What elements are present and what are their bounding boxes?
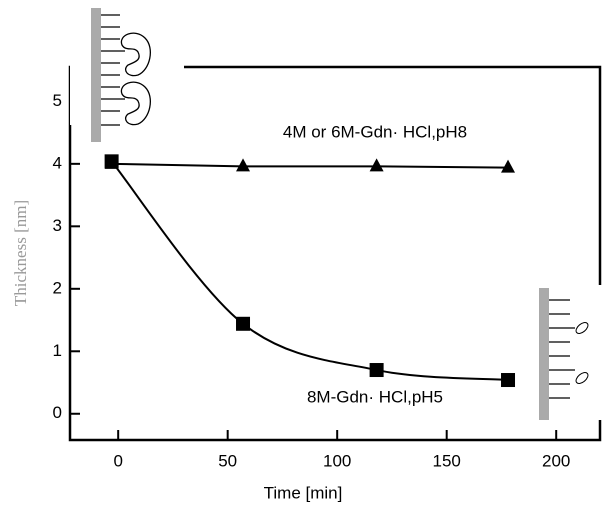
x-tick-label: 0 xyxy=(113,451,122,470)
square-marker xyxy=(369,363,384,378)
y-tick-label: 1 xyxy=(53,341,62,360)
triangle-marker xyxy=(104,155,119,169)
annotation: 8M-Gdn· HCl,pH5 xyxy=(307,387,443,406)
triangle-marker xyxy=(236,158,251,172)
triangle-marker xyxy=(369,158,384,172)
y-tick-label: 0 xyxy=(53,403,62,422)
x-axis-label: Time [min] xyxy=(264,483,343,502)
series-line xyxy=(110,160,509,382)
square-marker xyxy=(236,316,251,331)
surface-illustration-folded xyxy=(70,0,184,142)
triangle-marker xyxy=(501,159,516,173)
plot-layer xyxy=(70,100,558,440)
surface-illustration-unfolded xyxy=(530,285,606,420)
x-tick-label: 200 xyxy=(542,451,570,470)
y-tick-label: 3 xyxy=(53,216,62,235)
annotation: 4M or 6M-Gdn· HCl,pH8 xyxy=(283,122,467,141)
x-tick-label: 150 xyxy=(433,451,461,470)
series-line xyxy=(111,162,509,169)
y-tick-label: 4 xyxy=(53,153,62,172)
y-tick-label: 5 xyxy=(53,91,62,110)
square-marker xyxy=(501,373,516,388)
plot-frame xyxy=(68,65,602,442)
x-tick-label: 100 xyxy=(323,451,351,470)
y-axis-label: Thickness [nm] xyxy=(11,200,30,306)
y-tick-label: 2 xyxy=(53,278,62,297)
x-tick-label: 50 xyxy=(218,451,237,470)
